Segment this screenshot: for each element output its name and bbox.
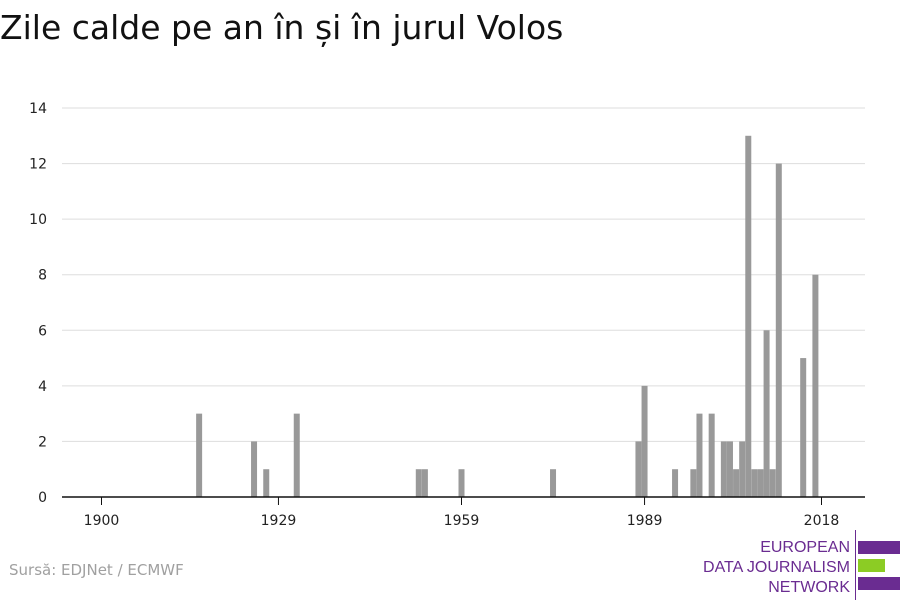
bar (251, 441, 258, 497)
bar (196, 413, 203, 497)
bar (812, 274, 819, 497)
bar (458, 469, 465, 497)
y-tick-label: 14 (29, 101, 47, 117)
logo-line-3: NETWORK (768, 579, 850, 596)
bar (696, 413, 703, 497)
bar (763, 330, 770, 497)
bar (745, 135, 752, 498)
bar (421, 469, 428, 497)
y-tick-label: 8 (38, 268, 47, 284)
y-tick-label: 6 (38, 323, 47, 339)
bar (800, 358, 807, 497)
bar (690, 469, 697, 497)
x-tick-label: 1959 (444, 513, 480, 529)
bar (641, 385, 648, 497)
x-tick-label: 1929 (261, 513, 297, 529)
logo-bar-purple-top (858, 541, 900, 554)
edjnet-logo[interactable]: EUROPEAN DATA JOURNALISM NETWORK (640, 530, 900, 600)
bar (726, 441, 733, 497)
bar-chart: 0 2 4 6 8 10 12 14 1900 1929 1959 1989 2018 (29, 101, 865, 529)
bar (769, 469, 776, 497)
logo-line-1: EUROPEAN (760, 539, 850, 556)
x-tick-label: 1900 (84, 513, 120, 529)
bar (293, 413, 300, 497)
bar (415, 469, 422, 497)
bar (739, 441, 746, 497)
bar (733, 469, 740, 497)
logo-line-2: DATA JOURNALISM (703, 559, 850, 576)
bar (263, 469, 270, 497)
source-note: Sursă: EDJNet / ECMWF (9, 561, 184, 579)
bar (775, 163, 782, 498)
x-tick-label: 2018 (804, 513, 840, 529)
bar (635, 441, 642, 497)
logo-divider (855, 530, 856, 600)
bar (672, 469, 679, 497)
y-tick-label: 4 (38, 379, 47, 395)
y-tick-label: 0 (38, 490, 47, 506)
bar (720, 441, 727, 497)
y-tick-label: 10 (29, 212, 47, 228)
bar (751, 469, 758, 497)
y-tick-label: 12 (29, 157, 47, 173)
chart-title: Zile calde pe an în și în jurul Volos (0, 8, 564, 47)
logo-bar-purple-bottom (858, 577, 900, 590)
bar (708, 413, 715, 497)
bar (550, 469, 557, 497)
logo-text: EUROPEAN DATA JOURNALISM NETWORK (703, 538, 850, 598)
bar (757, 469, 764, 497)
x-tick-label: 1989 (627, 513, 663, 529)
logo-bar-green (858, 559, 885, 572)
y-tick-label: 2 (38, 434, 47, 450)
